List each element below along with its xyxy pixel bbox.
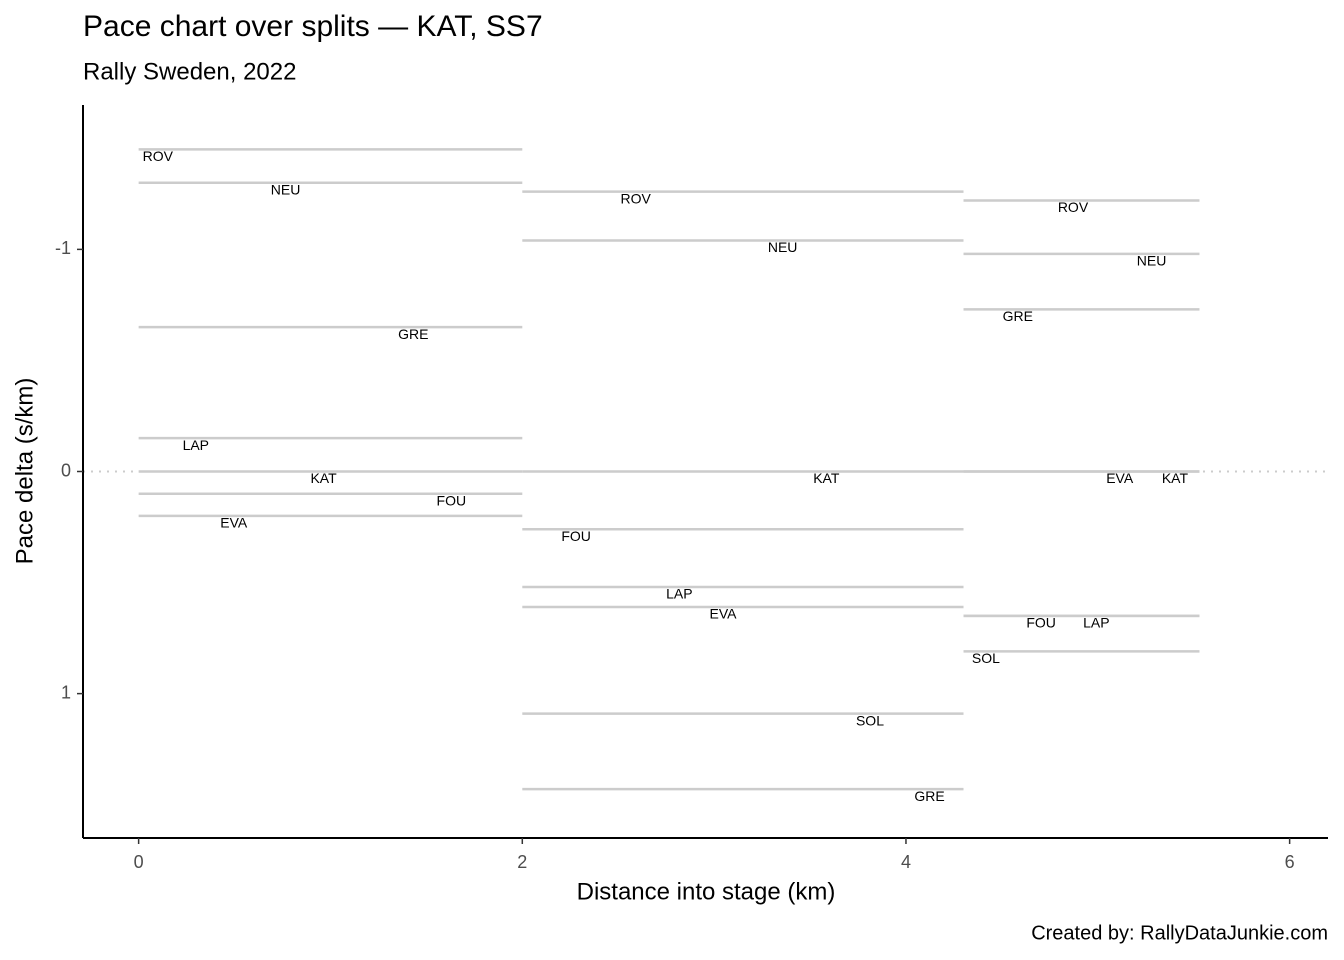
segment-label: SOL	[856, 712, 884, 728]
segment-label: KAT	[813, 470, 840, 486]
segment-label: EVA	[220, 515, 248, 531]
segment-label: EVA	[710, 606, 738, 622]
x-axis-label: Distance into stage (km)	[577, 878, 836, 905]
segment-label: NEU	[768, 239, 798, 255]
chart-title: Pace chart over splits — KAT, SS7	[83, 10, 543, 43]
segment-label: ROV	[621, 190, 652, 206]
caption: Created by: RallyDataJunkie.com	[1031, 922, 1328, 944]
x-tick-label: 6	[1285, 852, 1295, 872]
segment-label: GRE	[914, 788, 944, 804]
x-tick-label: 0	[134, 852, 144, 872]
segment-label: FOU	[1026, 615, 1056, 631]
segment-label: LAP	[666, 586, 692, 602]
segment-label: LAP	[183, 437, 209, 453]
segment-label: LAP	[1083, 615, 1109, 631]
chart-subtitle: Rally Sweden, 2022	[83, 58, 296, 85]
segment-label: ROV	[143, 148, 174, 164]
y-tick-label: -1	[55, 238, 71, 258]
segment-label: GRE	[1003, 308, 1033, 324]
y-tick-label: 0	[61, 460, 71, 480]
segment-label: NEU	[1137, 253, 1167, 269]
x-tick-label: 2	[517, 852, 527, 872]
segment-label: FOU	[437, 492, 467, 508]
segment-label: GRE	[398, 326, 428, 342]
y-axis-label: Pace delta (s/km)	[11, 378, 38, 565]
segment-label: ROV	[1058, 199, 1089, 215]
segment-label: FOU	[561, 528, 591, 544]
segment-label: KAT	[310, 470, 337, 486]
segment-label: SOL	[972, 650, 1000, 666]
y-tick-label: 1	[61, 682, 71, 702]
x-tick-label: 4	[901, 852, 911, 872]
segment-label: EVA	[1106, 470, 1134, 486]
segment-label: KAT	[1162, 470, 1189, 486]
segment-label: NEU	[271, 181, 301, 197]
